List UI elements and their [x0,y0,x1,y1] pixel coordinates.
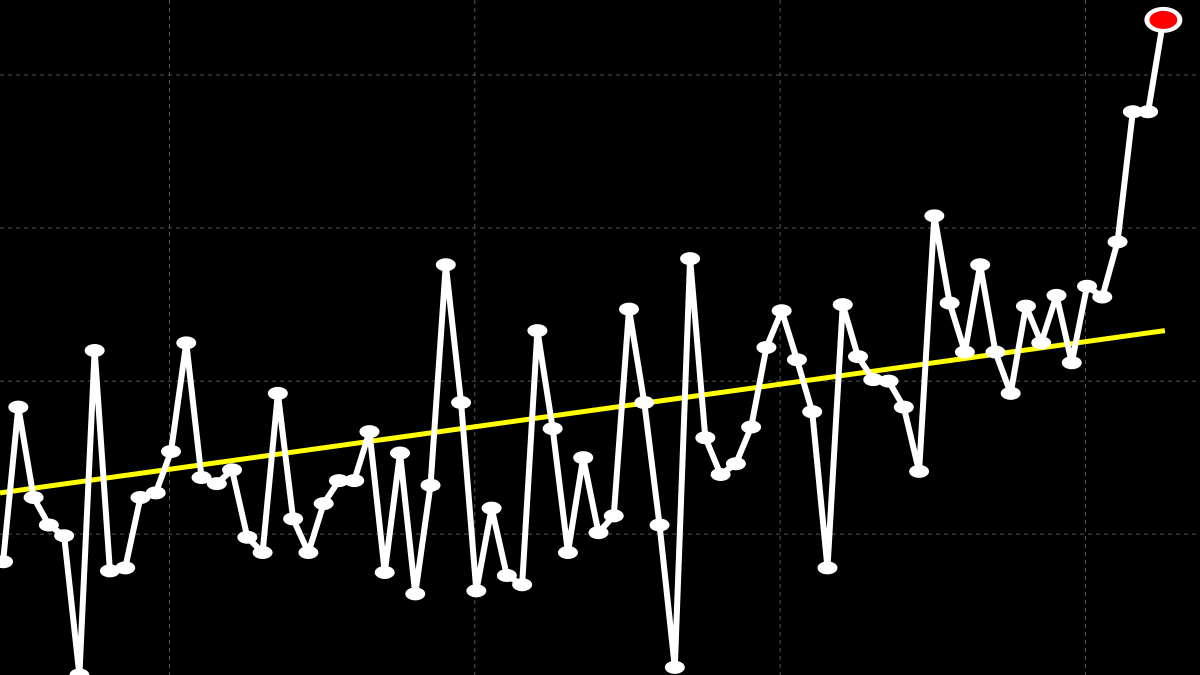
data-point [664,660,685,674]
data-point [1107,235,1128,249]
data-point [176,336,197,350]
data-point [939,296,960,310]
data-point [649,518,670,532]
data-point [222,463,243,477]
data-point [924,209,945,223]
data-point [954,345,975,359]
data-point [588,526,609,540]
data-point [725,457,746,471]
highlight-point [1149,10,1178,29]
data-point [527,324,548,338]
data-point [84,344,105,358]
trend-line-group [0,328,1166,496]
data-point [420,478,441,492]
data-point [970,258,991,272]
data-point [878,374,899,388]
data-point [0,555,14,569]
data-point [206,477,227,491]
data-point [634,396,655,410]
data-point [69,668,90,675]
data-point [695,431,716,445]
data-point [863,373,884,387]
data-point [786,353,807,367]
data-point [283,512,304,526]
data-point [237,530,258,544]
data-point [1031,336,1052,350]
data-point [1061,356,1082,370]
data-point [496,569,517,583]
data-point [848,350,869,364]
data-point [1046,288,1067,302]
data-point [1138,105,1159,119]
data-point [1092,290,1113,304]
data-point [802,405,823,419]
data-point [298,546,319,560]
data-point [771,304,792,318]
data-point [619,302,640,316]
data-point [374,565,395,579]
data-point [893,400,914,414]
series-group [0,6,1183,675]
data-point [115,561,136,575]
data-point [1077,279,1098,293]
data-point [710,467,731,481]
data-point [8,400,29,414]
data-point [1000,386,1021,400]
data-point [359,425,380,439]
data-point [756,340,777,354]
data-point [313,497,334,511]
data-point [832,298,853,312]
data-point [390,446,410,460]
data-point [451,396,472,410]
data-point [817,561,838,575]
data-point [252,546,273,560]
data-point [741,420,762,434]
data-point [573,451,594,465]
data-point [435,258,456,272]
data-point [54,529,75,543]
data-point [909,464,930,478]
data-point [481,501,502,515]
data-point [344,474,365,488]
data-point [328,474,349,488]
data-point [38,518,59,532]
data-point [1122,105,1143,119]
data-point [23,490,44,504]
data-point [557,546,578,560]
trend-line [0,328,1166,496]
data-point [405,587,426,601]
data-point [145,486,166,500]
data-point [99,564,120,578]
data-point [985,345,1006,359]
data-point [191,471,212,485]
data-point [466,584,487,598]
data-point [512,578,533,592]
data-point [680,252,701,266]
data-point [267,386,288,400]
data-point [1015,299,1036,313]
data-point [542,422,563,436]
data-point [160,445,181,459]
data-point [130,490,151,504]
data-point [603,509,624,523]
